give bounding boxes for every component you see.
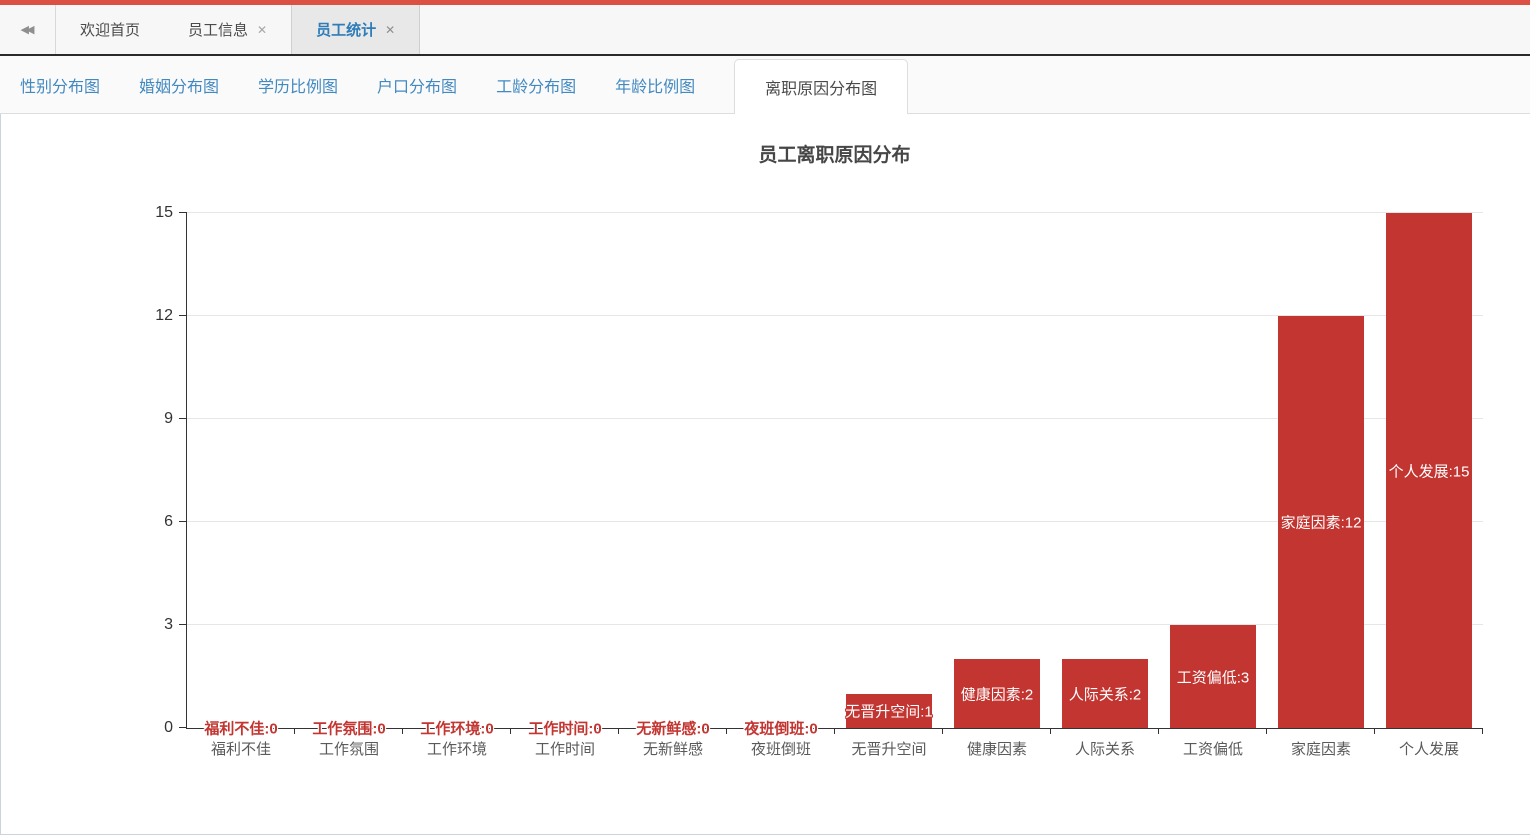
subnav-tab-3[interactable]: 学历比例图 — [258, 78, 339, 96]
x-axis-category-label: 夜班倒班 — [750, 741, 812, 758]
y-axis-label: 15 — [155, 204, 173, 221]
collapse-tabs-button[interactable]: ◀◀ — [0, 5, 56, 54]
gridline — [187, 315, 1483, 316]
subnav-tab-4[interactable]: 户口分布图 — [377, 78, 458, 96]
main-tab-1[interactable]: 欢迎首页 — [56, 5, 164, 54]
bar-工资偏低[interactable] — [1169, 625, 1257, 728]
x-axis-category-label: 无晋升空间 — [851, 741, 927, 758]
x-axis-tick — [293, 728, 295, 734]
y-axis-label: 3 — [164, 616, 173, 633]
top-accent-bar — [0, 0, 1530, 5]
bar-value-label: 工作时间:0 — [528, 720, 602, 738]
gridline — [187, 521, 1483, 522]
x-axis-tick — [401, 728, 403, 734]
x-axis-tick — [726, 728, 727, 734]
bar-无晋升空间[interactable] — [845, 693, 933, 728]
x-axis-tick — [510, 728, 511, 734]
chart-title: 员工离职原因分布 — [758, 145, 911, 166]
y-axis-label: 9 — [164, 410, 173, 427]
main-tab-bar: ◀◀ 欢迎首页 员工信息 ✕ 员工统计 ✕ — [0, 5, 1530, 56]
bar-value-label: 工作氛围:0 — [312, 720, 386, 738]
subnav-tab-2[interactable]: 婚姻分布图 — [139, 78, 220, 96]
x-axis-tick — [942, 728, 943, 734]
x-axis-category-label: 工资偏低 — [1182, 741, 1244, 758]
bar-value-label: 无新鲜感:0 — [636, 720, 710, 738]
bar-value-label: 福利不佳:0 — [204, 720, 278, 738]
x-axis-tick — [1266, 728, 1267, 734]
x-axis-category-label: 个人发展 — [1398, 741, 1460, 758]
y-axis-label: 6 — [164, 513, 173, 530]
gridline — [187, 624, 1483, 625]
subnav-tab-5[interactable]: 工龄分布图 — [496, 78, 577, 96]
bar-健康因素[interactable] — [953, 659, 1041, 728]
x-axis-tick — [1158, 728, 1159, 734]
y-axis-tick — [179, 418, 187, 419]
main-tab-3[interactable]: 员工统计 ✕ — [291, 5, 421, 54]
chart-panel: 员工离职原因分布 0 3 6 9 12 15 福利不佳:0 福利不佳 工作氛围:0 工作氛围 工作环… — [0, 114, 1530, 835]
gridline — [187, 212, 1483, 213]
bar-个人发展[interactable] — [1385, 213, 1473, 728]
bar-人际关系[interactable] — [1061, 659, 1149, 728]
bar-value-label: 人际关系:2 — [1068, 686, 1142, 704]
x-axis-category-label: 无新鲜感 — [642, 741, 704, 758]
bar-value-label: 家庭因素:12 — [1280, 514, 1362, 532]
x-axis-tick — [1049, 728, 1051, 734]
x-axis-category-label: 福利不佳 — [210, 741, 272, 758]
bar-value-label: 工作环境:0 — [420, 720, 494, 738]
gridline — [187, 418, 1483, 419]
y-axis-tick — [179, 212, 187, 213]
subnav-tab-6[interactable]: 年龄比例图 — [615, 78, 696, 96]
x-axis-tick — [1482, 728, 1483, 734]
x-axis-category-label: 工作时间 — [534, 741, 596, 758]
bar-value-label: 个人发展:15 — [1388, 463, 1470, 480]
x-axis-category-label: 工作环境 — [426, 741, 488, 758]
main-tab-list: 欢迎首页 员工信息 ✕ 员工统计 ✕ — [56, 5, 421, 54]
bar-chart-plot-area: 0 3 6 9 12 15 福利不佳:0 福利不佳 工作氛围:0 工作氛围 工作环境:0 工作环境 工作… — [155, 204, 1483, 758]
chart-type-subnav: 性别分布图 婚姻分布图 学历比例图 户口分布图 工龄分布图 年龄比例图 离职原因分布图 — [0, 56, 1530, 114]
x-axis-tick — [1374, 728, 1375, 734]
y-axis-tick — [179, 624, 187, 625]
bar-value-label: 工资偏低:3 — [1176, 669, 1250, 686]
main-tab-label: 员工统计 — [316, 22, 377, 39]
x-axis-category-label: 工作氛围 — [318, 741, 380, 758]
bar-value-label: 夜班倒班:0 — [744, 720, 818, 738]
x-axis-tick — [834, 728, 835, 734]
bar-value-label: 健康因素:2 — [960, 686, 1034, 704]
y-axis-tick — [179, 315, 187, 316]
x-axis-category-label: 健康因素 — [966, 741, 1028, 758]
close-tab-icon[interactable]: ✕ — [385, 22, 396, 37]
bar-家庭因素[interactable] — [1277, 316, 1365, 728]
bar-value-label: 无晋升空间:1 — [845, 703, 933, 721]
main-tab-2[interactable]: 员工信息 ✕ — [164, 5, 291, 54]
x-axis-category-label: 人际关系 — [1074, 741, 1136, 758]
y-axis-tick — [179, 727, 187, 728]
y-axis-label: 12 — [155, 307, 173, 324]
subnav-tab-7[interactable]: 离职原因分布图 — [734, 59, 909, 114]
subnav-tab-1[interactable]: 性别分布图 — [20, 78, 101, 96]
x-axis-category-label: 家庭因素 — [1290, 741, 1352, 758]
y-axis-label: 0 — [164, 719, 173, 736]
close-tab-icon[interactable]: ✕ — [257, 22, 268, 37]
main-tab-label: 员工信息 — [188, 22, 249, 39]
main-tab-label: 欢迎首页 — [80, 22, 141, 39]
x-axis-tick — [617, 728, 619, 734]
double-left-arrow-icon: ◀◀ — [20, 24, 35, 36]
y-axis-tick — [179, 521, 187, 522]
